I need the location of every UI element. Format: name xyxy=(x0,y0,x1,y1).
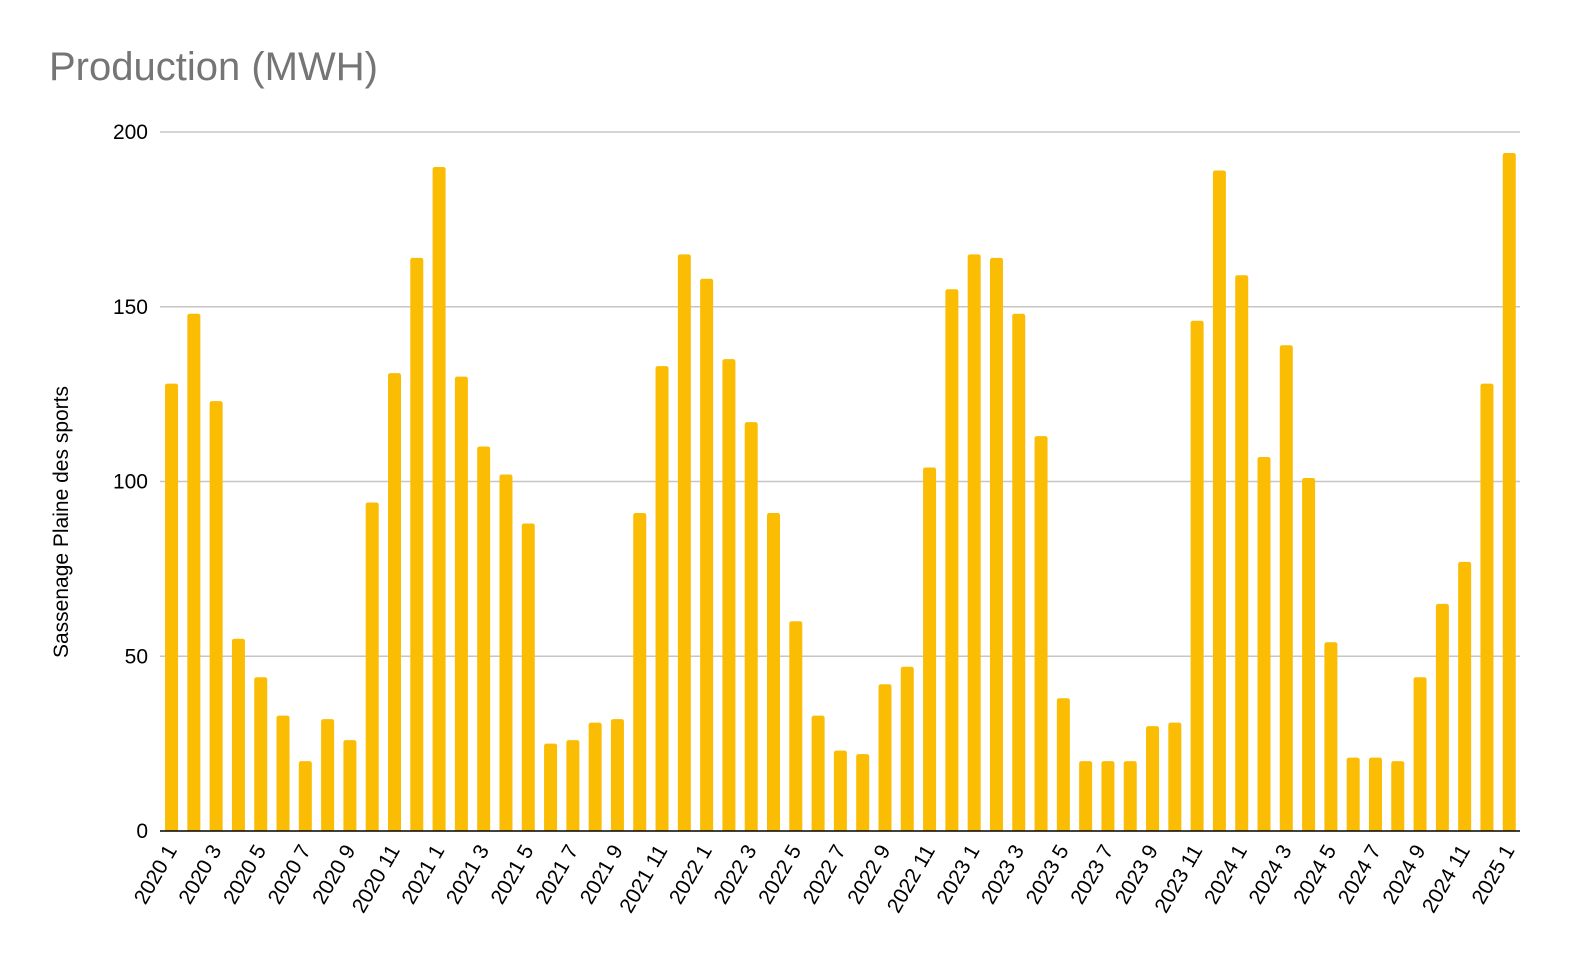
x-tick-label: 2023 5 xyxy=(1022,841,1074,908)
bar xyxy=(1391,761,1405,831)
bar xyxy=(878,684,892,831)
bar xyxy=(165,383,179,831)
x-tick-label: 2023 3 xyxy=(977,841,1029,908)
bar xyxy=(544,743,558,831)
x-tick-label: 2022 7 xyxy=(799,841,851,908)
x-tick-label: 2020 3 xyxy=(174,841,226,908)
bar xyxy=(321,719,335,831)
bar xyxy=(967,254,981,831)
bar xyxy=(1012,313,1026,831)
chart-title: Production (MWH) xyxy=(49,45,378,89)
bar xyxy=(1190,320,1204,831)
x-tick-label: 2023 7 xyxy=(1066,841,1118,908)
y-tick-label: 0 xyxy=(136,820,148,843)
bar xyxy=(521,523,535,831)
bar xyxy=(1502,152,1516,832)
x-tick-label: 2022 3 xyxy=(710,841,762,908)
y-tick-label: 150 xyxy=(113,296,148,319)
x-tick-label: 2024 5 xyxy=(1289,841,1341,908)
bar xyxy=(722,359,736,831)
x-tick-label: 2020 1 xyxy=(130,841,182,908)
bar xyxy=(1034,436,1048,831)
bar xyxy=(1101,761,1115,831)
bar xyxy=(923,467,937,831)
x-tick-label: 2023 1 xyxy=(932,841,984,908)
y-axis-title: Sassenage Plaine des sports xyxy=(50,386,73,658)
x-tick-label: 2021 5 xyxy=(487,841,539,908)
x-tick-label: 2021 7 xyxy=(531,841,583,908)
x-tick-label: 2021 3 xyxy=(442,841,494,908)
bar xyxy=(1302,478,1316,831)
x-tick-label: 2022 5 xyxy=(754,841,806,908)
y-tick-label: 100 xyxy=(113,471,148,494)
bar xyxy=(231,638,245,831)
bar xyxy=(387,373,401,831)
bar xyxy=(298,761,312,831)
bar xyxy=(945,289,959,831)
x-tick-label: 2024 3 xyxy=(1245,841,1297,908)
bar xyxy=(1346,757,1360,831)
bar xyxy=(1368,757,1382,831)
bar xyxy=(610,719,624,831)
y-axis-ticks: 0 50 100 150 200 xyxy=(113,121,148,843)
bar xyxy=(1324,642,1338,831)
bar xyxy=(276,715,290,831)
bar xyxy=(410,257,424,831)
bar xyxy=(789,621,803,831)
bar xyxy=(767,512,781,831)
bar xyxy=(432,166,446,831)
bar xyxy=(856,754,870,831)
x-tick-label: 2022 1 xyxy=(665,841,717,908)
x-tick-label: 2024 1 xyxy=(1200,841,1252,908)
bar xyxy=(677,254,691,831)
bar xyxy=(187,313,201,831)
bar xyxy=(1056,698,1070,831)
bar xyxy=(1168,722,1182,831)
bar xyxy=(1279,345,1293,831)
bar xyxy=(1435,603,1449,831)
bar xyxy=(454,376,468,831)
bar xyxy=(209,401,223,831)
x-tick-label: 2020 5 xyxy=(219,841,271,908)
bar xyxy=(477,446,491,831)
bar xyxy=(1079,761,1093,831)
bar xyxy=(700,278,714,831)
y-tick-label: 200 xyxy=(113,121,148,144)
bar xyxy=(1458,561,1472,831)
bar xyxy=(343,740,357,831)
bar xyxy=(499,474,513,831)
bar xyxy=(989,257,1003,831)
bar xyxy=(566,740,580,831)
bar xyxy=(588,722,602,831)
bar xyxy=(1413,677,1427,831)
bar xyxy=(1146,726,1160,831)
y-tick-label: 50 xyxy=(125,645,148,668)
bar xyxy=(833,750,847,831)
bar xyxy=(900,666,914,831)
x-tick-label: 2020 7 xyxy=(264,841,316,908)
bar xyxy=(365,502,379,831)
bar xyxy=(633,512,647,831)
bar xyxy=(254,677,268,831)
x-tick-label: 2025 1 xyxy=(1468,841,1520,908)
bar xyxy=(1123,761,1137,831)
x-tick-label: 2021 1 xyxy=(397,841,449,908)
x-tick-label: 2024 7 xyxy=(1334,841,1386,908)
bar xyxy=(655,366,669,831)
bar xyxy=(1257,457,1271,831)
bar xyxy=(1212,170,1226,831)
bar xyxy=(811,715,825,831)
gridlines xyxy=(160,131,1520,657)
bars xyxy=(165,152,1516,832)
bar xyxy=(744,422,758,831)
bar xyxy=(1235,275,1249,831)
bar xyxy=(1480,383,1494,831)
